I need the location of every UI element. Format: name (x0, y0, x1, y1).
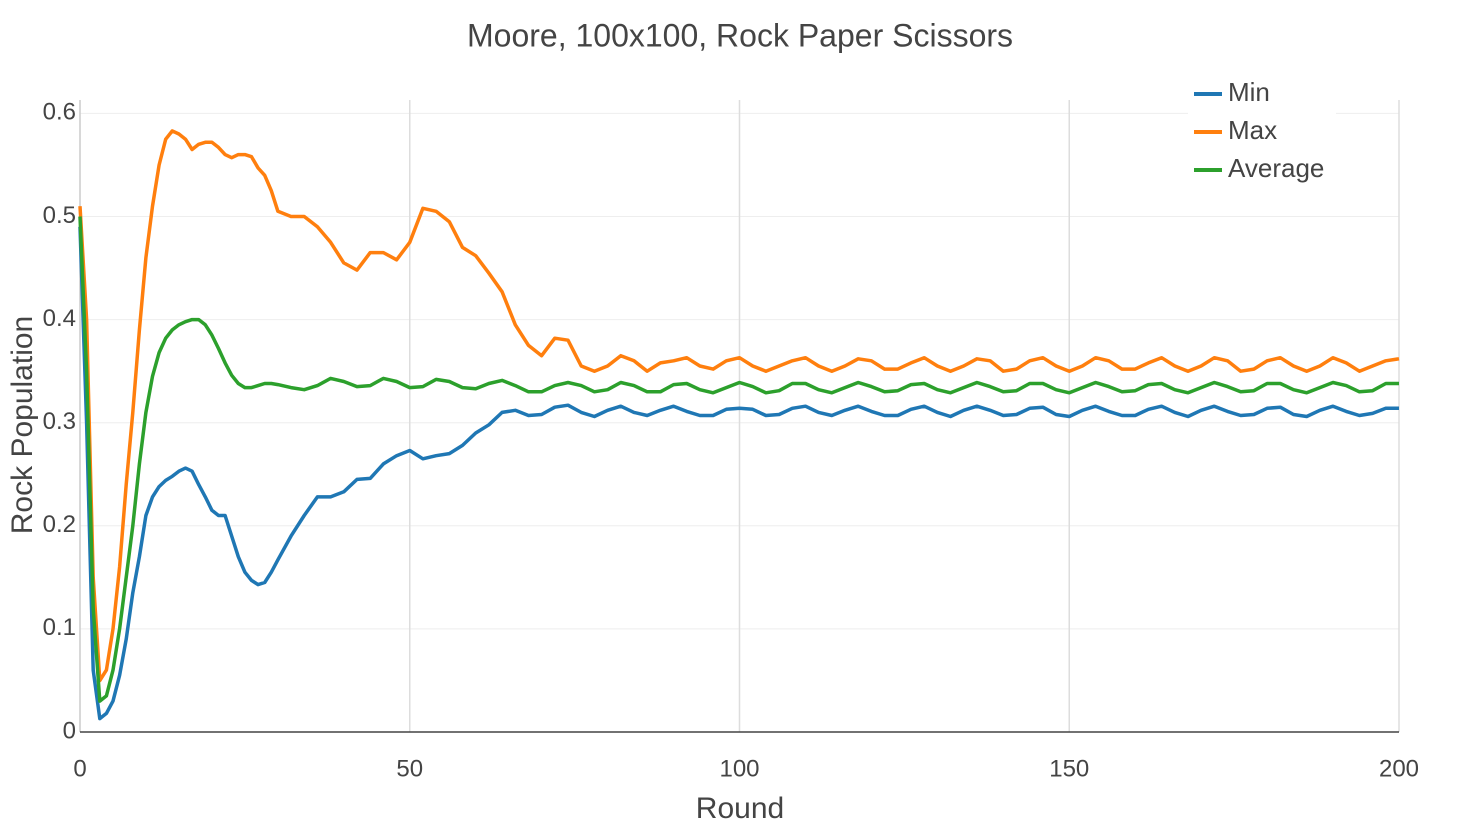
line-series (78, 226, 1399, 721)
x-tick-label: 200 (1379, 755, 1419, 782)
legend-label: Max (1228, 115, 1277, 145)
x-tick-label: 100 (719, 755, 759, 782)
line-series (78, 129, 1400, 683)
chart-title: Moore, 100x100, Rock Paper Scissors (467, 17, 1013, 53)
x-tick-label: 50 (396, 755, 423, 782)
y-tick-label: 0.6 (43, 99, 76, 126)
y-tick-label: 0.3 (43, 408, 76, 435)
line-series (78, 216, 1399, 703)
y-tick-label: 0.1 (43, 614, 76, 641)
x-axis-title: Round (696, 792, 784, 825)
x-tick-label: 0 (73, 755, 86, 782)
x-tick-label: 150 (1049, 755, 1089, 782)
y-tick-label: 0 (63, 717, 76, 744)
legend-label: Min (1228, 77, 1270, 107)
y-axis-title: Rock Population (6, 316, 39, 534)
y-tick-label: 0.2 (43, 511, 76, 538)
grid (80, 100, 1400, 732)
legend-label: Average (1228, 153, 1324, 183)
y-tick-label: 0.4 (43, 305, 76, 332)
y-tick-label: 0.5 (43, 202, 76, 229)
legend: Min Max Average (1188, 75, 1336, 189)
